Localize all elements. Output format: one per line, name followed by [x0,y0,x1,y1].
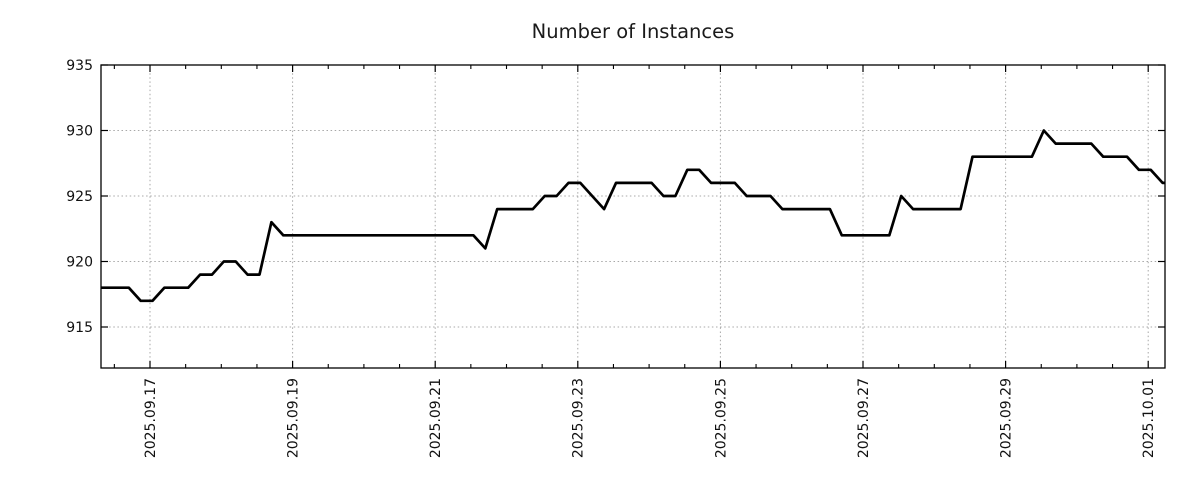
y-tick-label: 915 [66,320,93,336]
chart-title: Number of Instances [532,20,735,43]
x-tick-label: 2025.09.23 [571,378,587,458]
axis-tick-labels: 935 930 925 920 915 2025.09.17 2025.09.19 2025.… [66,58,1157,458]
x-tick-label: 2025.09.21 [428,378,444,458]
y-tick-label: 920 [66,254,93,270]
x-tick-label: 2025.09.25 [713,378,729,458]
x-tick-label: 2025.09.19 [286,378,302,458]
x-tick-label: 2025.09.27 [856,378,872,458]
plot-frame [100,64,1166,369]
data-line [101,129,1165,303]
y-tick-label: 930 [66,123,93,139]
x-tick-label: 2025.10.01 [1141,378,1157,458]
y-tick-label: 935 [66,58,93,74]
x-tick-label: 2025.09.29 [999,378,1015,458]
gridlines [101,65,1165,368]
axis-ticks [101,64,1165,368]
x-tick-label: 2025.09.17 [143,378,159,458]
y-tick-label: 925 [66,189,93,205]
